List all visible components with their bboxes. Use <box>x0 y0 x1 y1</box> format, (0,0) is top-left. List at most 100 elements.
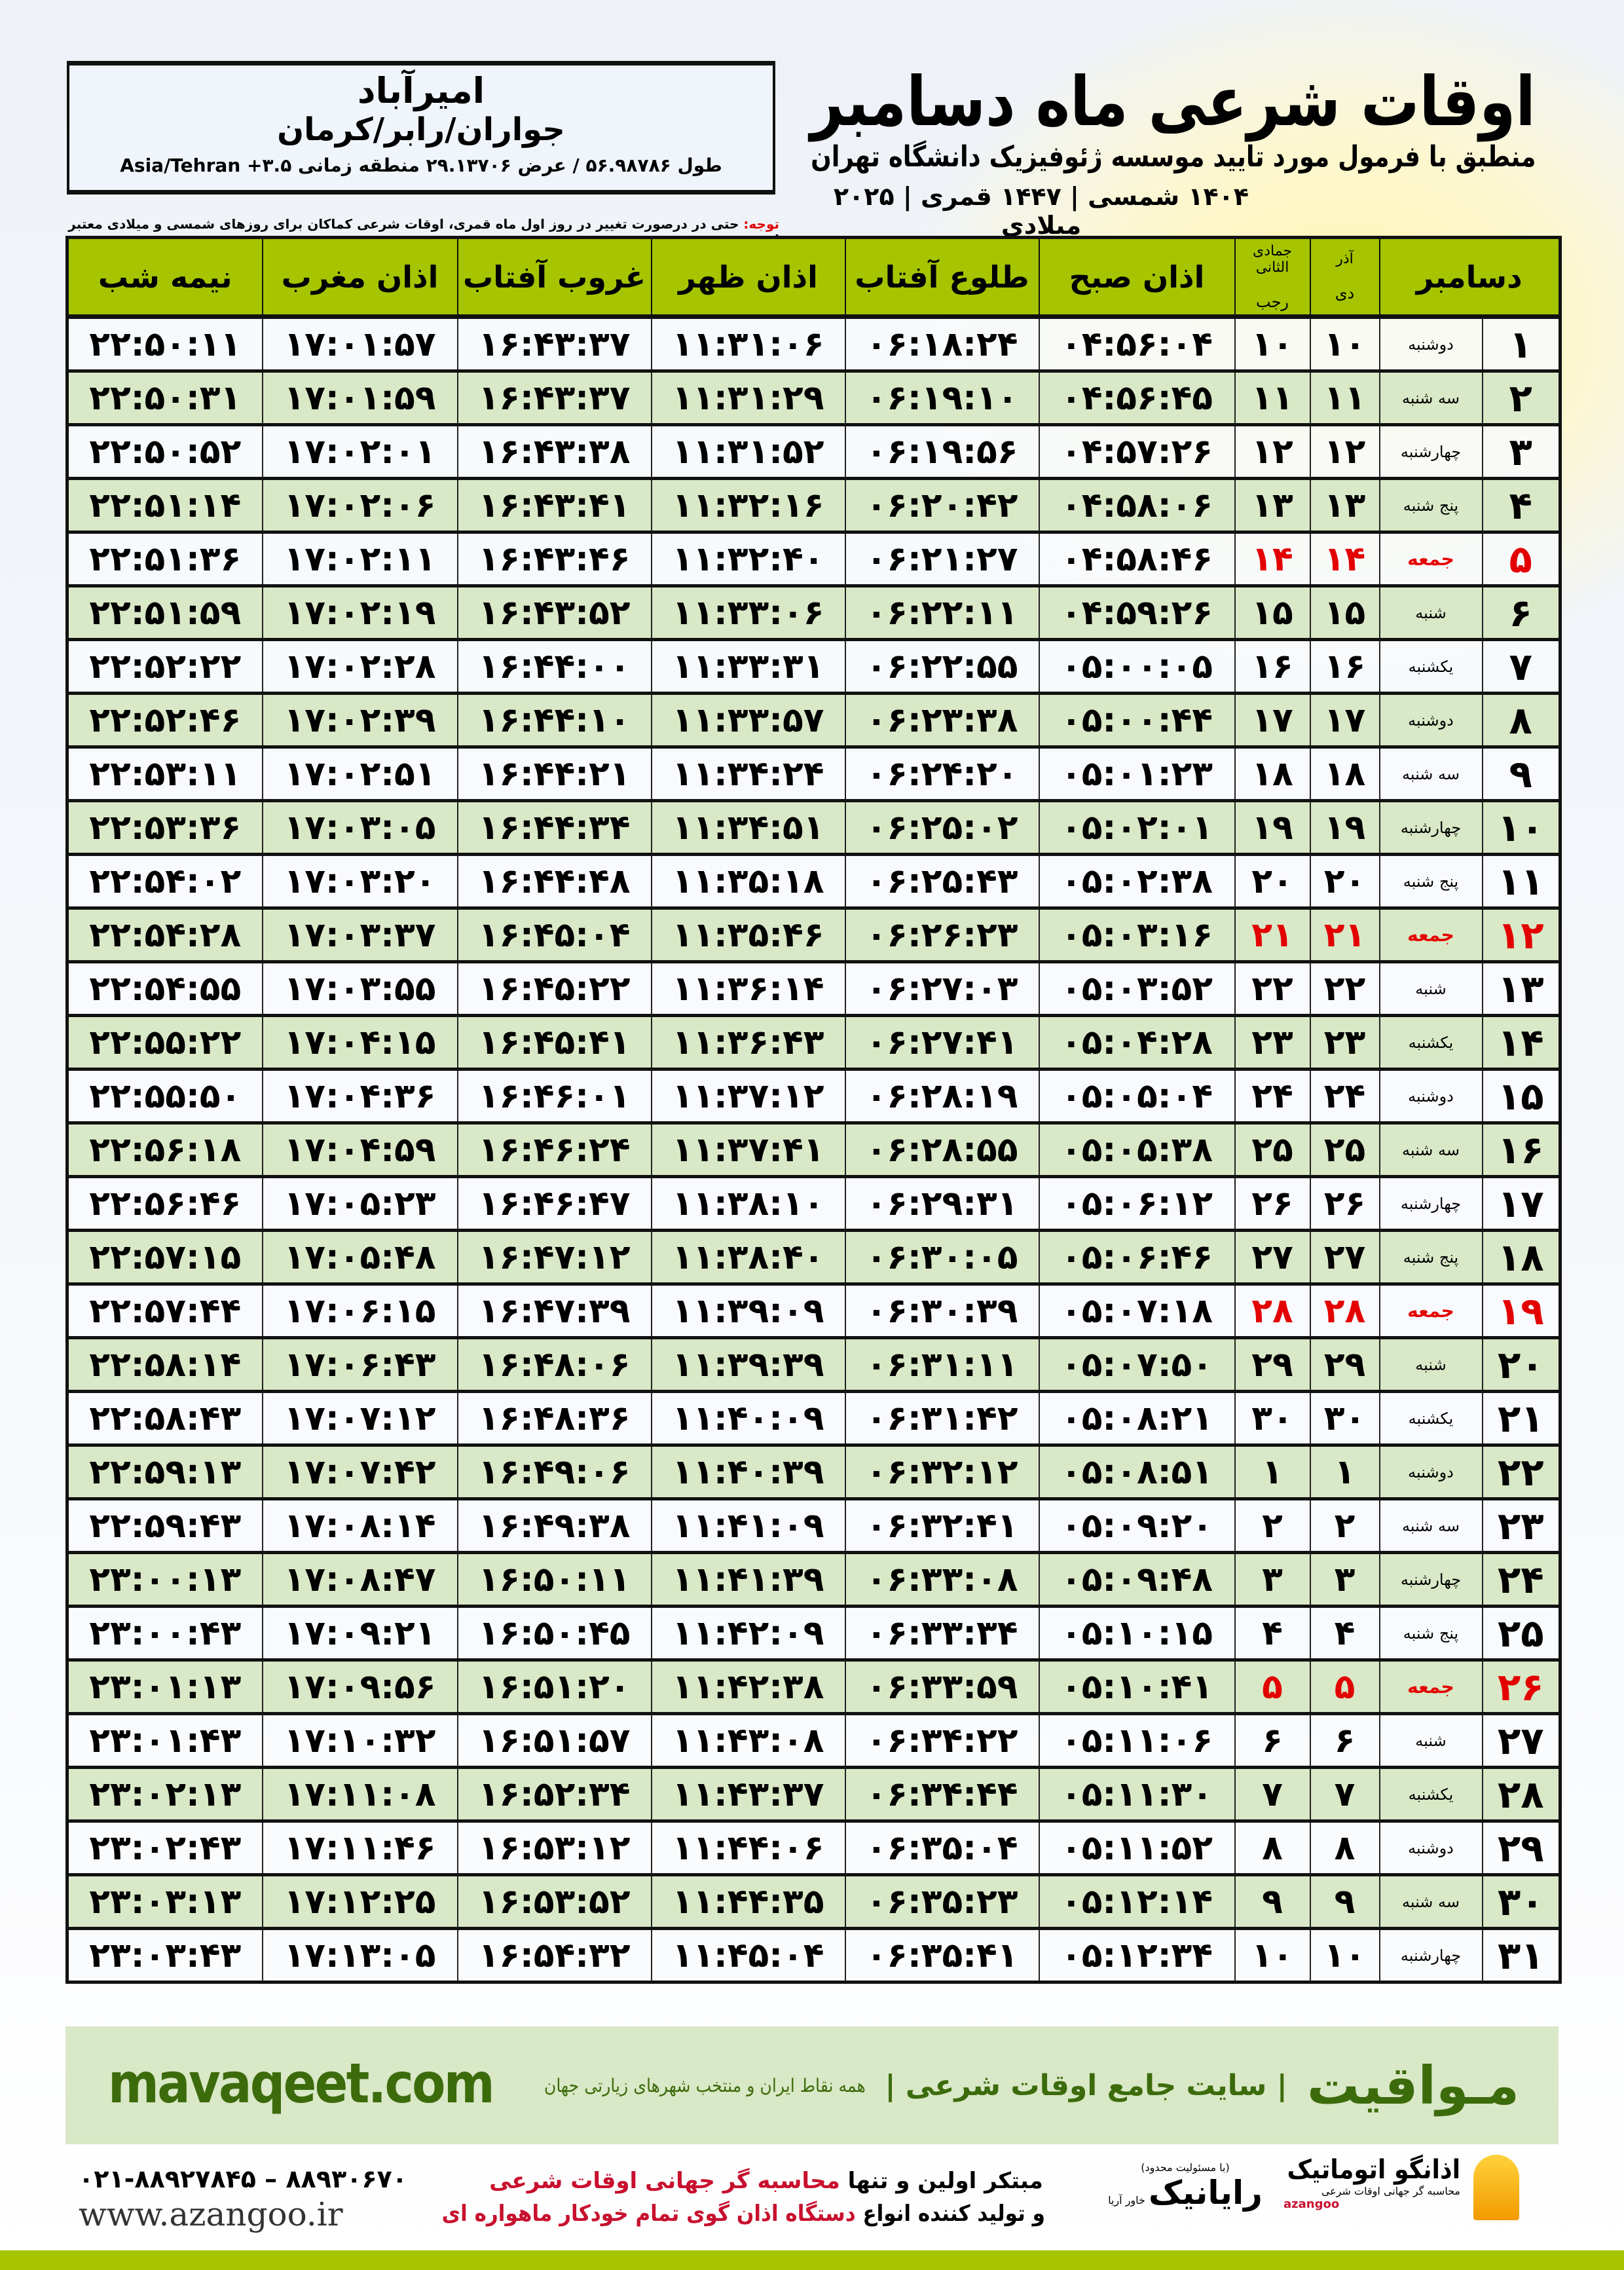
cell-day: ۸ <box>1481 692 1561 749</box>
cell-nimeh: ۲۲:۵۷:۴۴ <box>66 1283 263 1339</box>
table-row: ۴ پنج شنبه ۱۳ ۱۳ ۰۴:۵۸:۰۶ ۰۶:۲۰:۴۲ ۱۱:۳۲:۱۶ ۱۶:… <box>66 477 1561 534</box>
cell-sobh: ۰۵:۰۸:۵۱ <box>1038 1444 1236 1500</box>
cell-maghreb: ۱۷:۰۳:۳۷ <box>261 907 458 963</box>
cell-zohr: ۱۱:۳۵:۱۸ <box>650 853 846 910</box>
cell-zohr: ۱۱:۴۴:۳۵ <box>650 1874 846 1930</box>
cell-ghorub: ۱۶:۴۸:۳۶ <box>456 1390 652 1447</box>
cell-ghorub: ۱۶:۵۱:۲۰ <box>456 1659 652 1715</box>
azangoo-name-box: اذانگو اتوماتیک <box>1283 2155 1460 2185</box>
cell-day: ۱۶ <box>1481 1122 1561 1178</box>
cell-maghreb: ۱۷:۰۱:۵۷ <box>261 316 458 373</box>
cell-nimeh: ۲۲:۵۱:۵۹ <box>66 585 263 641</box>
cell-sobh: ۰۵:۰۹:۴۸ <box>1038 1552 1236 1608</box>
mavaqeet-banner-row: مـواقیت | سایت جامع اوقات شرعی | همه نقا… <box>537 2026 1519 2144</box>
cell-sobh: ۰۵:۰۹:۲۰ <box>1038 1498 1236 1554</box>
cell-shamsi: ۱۷ <box>1309 692 1380 749</box>
cell-weekday: یکشنبه <box>1378 639 1483 695</box>
cell-day: ۹ <box>1481 746 1561 802</box>
cell-zohr: ۱۱:۳۷:۱۲ <box>650 1068 846 1125</box>
cell-nimeh: ۲۳:۰۲:۴۳ <box>66 1820 263 1876</box>
cell-tolu: ۰۶:۲۶:۲۳ <box>844 907 1040 963</box>
cell-qamari: ۱۴ <box>1234 531 1311 587</box>
cell-shamsi: ۲۱ <box>1309 907 1380 963</box>
cell-tolu: ۰۶:۱۸:۲۴ <box>844 316 1040 373</box>
cell-nimeh: ۲۲:۵۰:۳۱ <box>66 370 263 426</box>
header-shamsi-bottom: دی <box>1335 284 1355 303</box>
cell-ghorub: ۱۶:۵۳:۱۲ <box>456 1820 652 1876</box>
cell-sobh: ۰۵:۰۱:۲۳ <box>1038 746 1236 802</box>
cell-nimeh: ۲۲:۵۵:۲۲ <box>66 1014 263 1071</box>
cell-maghreb: ۱۷:۰۸:۴۷ <box>261 1552 458 1608</box>
cell-zohr: ۱۱:۳۹:۰۹ <box>650 1283 846 1339</box>
cell-weekday: پنج شنبه <box>1378 1605 1483 1662</box>
cell-sobh: ۰۵:۰۵:۳۸ <box>1038 1122 1236 1178</box>
table-row: ۷ یکشنبه ۱۶ ۱۶ ۰۵:۰۰:۰۵ ۰۶:۲۲:۵۵ ۱۱:۳۳:۳۱ ۱۶:۴۴… <box>66 639 1561 695</box>
cell-shamsi: ۲۴ <box>1309 1068 1380 1125</box>
cell-nimeh: ۲۲:۵۴:۰۲ <box>66 853 263 910</box>
cell-day: ۲۰ <box>1481 1337 1561 1393</box>
header-tolu: طلوع آفتاب <box>844 237 1040 319</box>
cell-sobh: ۰۵:۰۶:۴۶ <box>1038 1229 1236 1286</box>
cell-ghorub: ۱۶:۴۳:۳۸ <box>456 424 652 480</box>
cell-sobh: ۰۵:۰۰:۰۵ <box>1038 639 1236 695</box>
rayanik-sub: خاور آریا <box>1108 2194 1145 2206</box>
cell-shamsi: ۲۹ <box>1309 1337 1380 1393</box>
cell-zohr: ۱۱:۳۳:۳۱ <box>650 639 846 695</box>
cell-maghreb: ۱۷:۱۳:۰۵ <box>261 1927 458 1984</box>
cell-nimeh: ۲۲:۵۲:۲۲ <box>66 639 263 695</box>
cell-weekday: پنج شنبه <box>1378 1229 1483 1286</box>
mavaqeet-link-box[interactable]: mavaqeet.com <box>108 2051 501 2115</box>
year-line: ۱۴۰۴ شمسی | ۱۴۴۷ قمری | ۲۰۲۵ میلادی <box>833 182 1249 240</box>
page-subtitle: منطبق با فرمول مورد تایید موسسه ژئوفیزیک… <box>810 140 1536 174</box>
cell-nimeh: ۲۳:۰۱:۱۳ <box>66 1659 263 1715</box>
cell-zohr: ۱۱:۴۲:۳۸ <box>650 1659 846 1715</box>
cell-shamsi: ۳ <box>1309 1552 1380 1608</box>
cell-qamari: ۳ <box>1234 1552 1311 1608</box>
cell-nimeh: ۲۳:۰۰:۴۳ <box>66 1605 263 1662</box>
cell-tolu: ۰۶:۲۴:۲۰ <box>844 746 1040 802</box>
table-row: ۳۱ چهارشنبه ۱۰ ۱۰ ۰۵:۱۲:۳۴ ۰۶:۳۵:۴۱ ۱۱:۴۵:۰۴ ۱۶… <box>66 1927 1561 1984</box>
cell-qamari: ۲۴ <box>1234 1068 1311 1125</box>
cell-day: ۱۲ <box>1481 907 1561 963</box>
cell-day: ۲۲ <box>1481 1444 1561 1500</box>
cell-qamari: ۱۳ <box>1234 477 1311 534</box>
cell-zohr: ۱۱:۳۱:۲۹ <box>650 370 846 426</box>
table-row: ۲۰ شنبه ۲۹ ۲۹ ۰۵:۰۷:۵۰ ۰۶:۳۱:۱۱ ۱۱:۳۹:۳۹ ۱۶:۴۸:… <box>66 1337 1561 1393</box>
cell-weekday: یکشنبه <box>1378 1766 1483 1823</box>
cell-shamsi: ۳۰ <box>1309 1390 1380 1447</box>
cell-tolu: ۰۶:۲۰:۴۲ <box>844 477 1040 534</box>
azangoo-tag-box: محاسبه گر جهانی اوقات شرعی <box>1283 2185 1460 2197</box>
cell-tolu: ۰۶:۲۲:۱۱ <box>844 585 1040 641</box>
cell-maghreb: ۱۷:۰۵:۴۸ <box>261 1229 458 1286</box>
cell-sobh: ۰۵:۱۰:۴۱ <box>1038 1659 1236 1715</box>
cell-ghorub: ۱۶:۴۴:۳۴ <box>456 800 652 856</box>
cell-tolu: ۰۶:۲۵:۴۳ <box>844 853 1040 910</box>
cell-qamari: ۲۲ <box>1234 961 1311 1017</box>
header-shamsi-top: آذر <box>1336 251 1354 267</box>
mavaqeet-link[interactable]: mavaqeet.com <box>108 2051 495 2115</box>
table-row: ۱۲ جمعه ۲۱ ۲۱ ۰۵:۰۳:۱۶ ۰۶:۲۶:۲۳ ۱۱:۳۵:۴۶ ۱۶:۴۵:… <box>66 907 1561 963</box>
cell-ghorub: ۱۶:۴۸:۰۶ <box>456 1337 652 1393</box>
cell-maghreb: ۱۷:۰۱:۵۹ <box>261 370 458 426</box>
cell-nimeh: ۲۲:۵۰:۱۱ <box>66 316 263 373</box>
cell-sobh: ۰۵:۰۳:۵۲ <box>1038 961 1236 1017</box>
cell-zohr: ۱۱:۳۸:۴۰ <box>650 1229 846 1286</box>
table-row: ۱۹ جمعه ۲۸ ۲۸ ۰۵:۰۷:۱۸ ۰۶:۳۰:۳۹ ۱۱:۳۹:۰۹ ۱۶:۴۷:… <box>66 1283 1561 1339</box>
cell-shamsi: ۲۸ <box>1309 1283 1380 1339</box>
cell-tolu: ۰۶:۲۵:۰۲ <box>844 800 1040 856</box>
rayanik-logo: (با مسئولیت محدود) رایانیک خاور آریا <box>1107 2161 1264 2212</box>
cell-zohr: ۱۱:۴۰:۳۹ <box>650 1444 846 1500</box>
azangoo-link[interactable]: www.azangoo.ir <box>79 2195 343 2233</box>
cell-tolu: ۰۶:۳۰:۳۹ <box>844 1283 1040 1339</box>
mavaqeet-logo: مـواقیت <box>1306 2055 1519 2116</box>
phone-numbers-box: ۰۲۱-۸۸۹۲۷۸۴۵ – ۸۸۹۳۰۶۷۰ <box>79 2165 432 2193</box>
cell-day: ۱۳ <box>1481 961 1561 1017</box>
promo-text: مبتکر اولین و تنها محاسبه گر جهانی اوقات… <box>442 2165 1074 2230</box>
cell-nimeh: ۲۲:۵۴:۵۵ <box>66 961 263 1017</box>
cell-ghorub: ۱۶:۴۶:۰۱ <box>456 1068 652 1125</box>
table-row: ۲۸ یکشنبه ۷ ۷ ۰۵:۱۱:۳۰ ۰۶:۳۴:۴۴ ۱۱:۴۳:۳۷ ۱۶:۵۲:… <box>66 1766 1561 1823</box>
cell-weekday: دوشنبه <box>1378 692 1483 749</box>
cell-maghreb: ۱۷:۰۲:۳۹ <box>261 692 458 749</box>
cell-weekday: چهارشنبه <box>1378 1927 1483 1984</box>
header-qamari-bottom: رجب <box>1256 292 1289 311</box>
